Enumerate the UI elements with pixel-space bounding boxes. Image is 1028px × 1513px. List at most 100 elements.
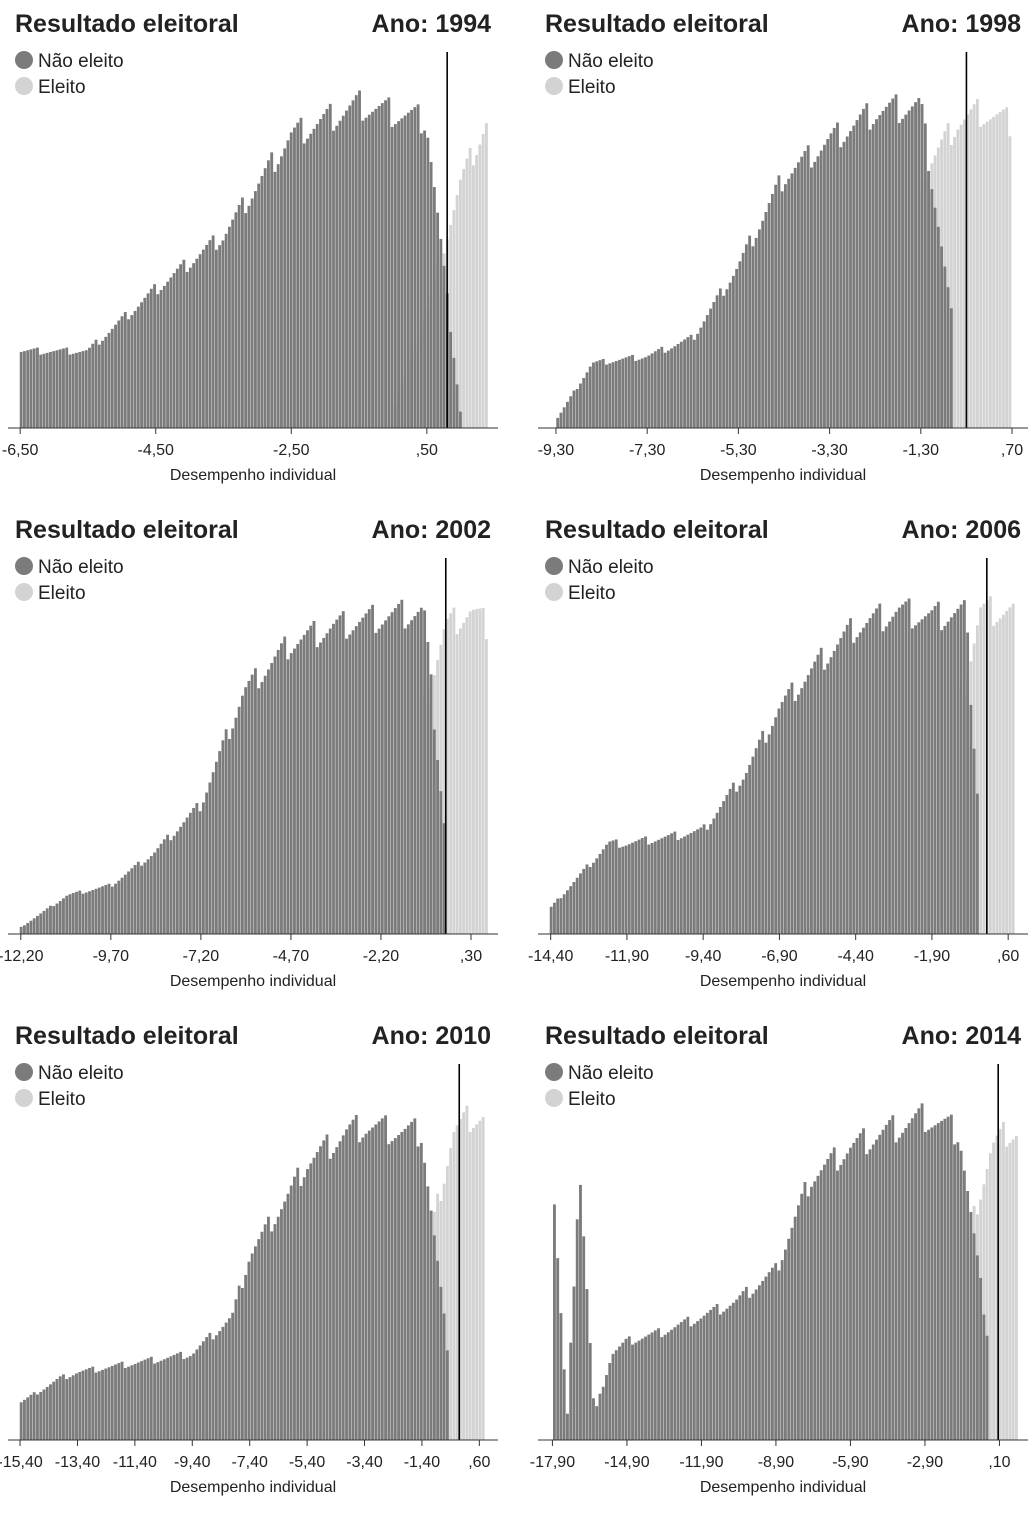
histogram-bar xyxy=(289,653,293,934)
histogram-svg: Resultado eleitoral Ano: 2006 Não eleito El… xyxy=(528,516,1028,990)
histogram-bar xyxy=(214,1335,218,1440)
histogram-bar xyxy=(361,1137,365,1440)
histogram-bar xyxy=(764,742,768,934)
histogram-bar xyxy=(673,346,677,428)
histogram-bar xyxy=(836,122,839,429)
histogram-bar xyxy=(471,165,475,428)
histogram-bar xyxy=(767,203,771,428)
histogram-bar xyxy=(302,634,306,934)
histogram-bar xyxy=(19,1402,23,1440)
histogram-bar xyxy=(559,898,563,934)
histogram-bar xyxy=(75,891,78,934)
histogram-bar xyxy=(436,1260,440,1440)
histogram-bar xyxy=(224,1322,228,1440)
histogram-bar xyxy=(956,129,960,428)
histogram-bar xyxy=(84,1369,88,1440)
histogram-bar xyxy=(293,1176,296,1440)
histogram-bar xyxy=(172,1354,176,1440)
histogram-bar xyxy=(962,119,966,428)
histogram-bar xyxy=(829,657,833,934)
histogram-bar xyxy=(315,1152,319,1440)
histogram-bar xyxy=(579,383,582,428)
histogram-bar xyxy=(484,639,488,934)
histogram-bar xyxy=(328,103,332,428)
legend-marker xyxy=(15,77,33,95)
histogram-bar xyxy=(117,1363,121,1440)
histogram-bar xyxy=(234,717,238,934)
histogram-bar xyxy=(901,118,904,428)
histogram-bar xyxy=(195,1349,199,1440)
histogram-bar xyxy=(813,161,817,429)
histogram-bar xyxy=(384,1115,387,1440)
histogram-bar xyxy=(481,133,485,428)
histogram-bar xyxy=(549,906,553,934)
histogram-bar xyxy=(319,1146,322,1440)
histogram-bar xyxy=(397,1135,400,1440)
year-label: Ano: 1998 xyxy=(902,10,1022,38)
histogram-bar xyxy=(1008,1142,1012,1440)
histogram-bar xyxy=(214,761,218,934)
histogram-bar xyxy=(741,252,745,428)
x-tick-label: -1,40 xyxy=(404,1454,441,1471)
histogram-bar xyxy=(761,220,765,428)
x-tick-label: -9,70 xyxy=(93,948,130,965)
histogram-bar xyxy=(637,839,641,934)
histogram-bar xyxy=(367,609,371,934)
histogram-bar xyxy=(998,618,1002,934)
histogram-bar xyxy=(774,184,778,428)
x-tick-label: -7,30 xyxy=(629,442,666,459)
histogram-bar xyxy=(943,266,947,428)
histogram-bar xyxy=(689,832,693,934)
histogram-bar xyxy=(101,1369,104,1440)
histogram-bar xyxy=(933,1125,937,1440)
histogram-bar xyxy=(725,795,729,934)
chart-panel: Resultado eleitoral Ano: 2014 Não eleito El… xyxy=(530,1012,1028,1513)
year-label: Ano: 2002 xyxy=(372,516,491,544)
histogram-bar xyxy=(644,1336,647,1440)
histogram-bar xyxy=(410,620,414,934)
histogram-bar xyxy=(731,1302,735,1440)
histogram-bar xyxy=(959,1150,963,1440)
histogram-bar xyxy=(377,1121,381,1440)
histogram-bar xyxy=(940,246,944,428)
histogram-bar xyxy=(562,1369,566,1440)
histogram-bar xyxy=(432,729,436,934)
histogram-bar xyxy=(946,1116,950,1440)
histogram-bar xyxy=(881,1129,885,1440)
histogram-bar xyxy=(322,637,326,934)
histogram-bar xyxy=(784,1249,787,1440)
histogram-bar xyxy=(97,344,101,428)
histogram-bar xyxy=(413,616,417,934)
histogram-bar xyxy=(364,117,368,428)
histogram-bar xyxy=(136,1362,140,1440)
histogram-bar xyxy=(797,1205,800,1440)
x-tick-label: ,60 xyxy=(468,1454,490,1471)
histogram-bar xyxy=(29,920,33,934)
histogram-bar xyxy=(114,883,117,934)
histogram-bar xyxy=(943,1118,947,1440)
histogram-bar xyxy=(107,883,111,934)
histogram-bar xyxy=(153,852,156,934)
histogram-bar xyxy=(780,191,784,428)
histogram-bar xyxy=(979,1277,983,1440)
histogram-bar xyxy=(36,347,39,428)
histogram-bar xyxy=(231,1312,235,1440)
histogram-bar xyxy=(816,156,820,428)
histogram-bar xyxy=(299,117,303,428)
histogram-bar xyxy=(836,1170,839,1440)
histogram-bar xyxy=(283,148,287,429)
histogram-bar xyxy=(315,123,319,429)
histogram-bar xyxy=(803,151,807,428)
histogram-bar xyxy=(679,341,683,428)
histogram-bar xyxy=(686,337,690,428)
histogram-bar xyxy=(793,167,797,428)
chart-panel: Resultado eleitoral Ano: 1998 Não eleito El… xyxy=(530,0,1028,501)
histogram-bar xyxy=(595,1406,599,1440)
histogram-bar xyxy=(627,844,631,934)
histogram-bar xyxy=(201,1341,205,1440)
histogram-bar xyxy=(58,1376,62,1440)
histogram-bar xyxy=(218,751,222,934)
histogram-bar xyxy=(260,175,264,428)
series-bars xyxy=(972,1121,1018,1440)
histogram-bar xyxy=(78,351,82,428)
